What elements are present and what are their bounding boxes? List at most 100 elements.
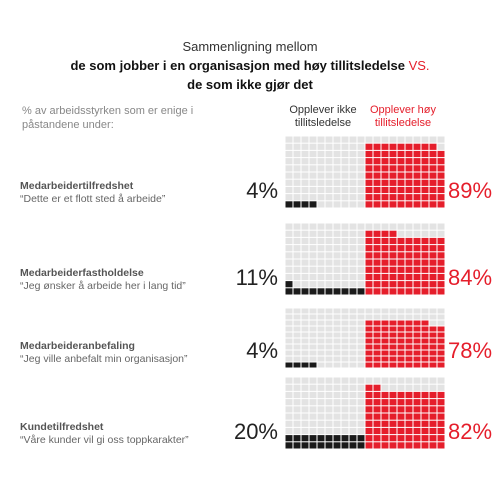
waffle-cell-filled [413,237,421,245]
waffle-cell-filled [333,288,341,295]
waffle-cell-empty [301,281,309,288]
waffle-cell-empty [333,230,341,237]
waffle-cell-filled [421,186,429,194]
waffle-cell-empty [437,320,445,326]
waffle-cell-filled [365,237,373,245]
waffle-cell-empty [365,314,373,320]
waffle-cell-filled [405,143,413,150]
waffle-cell-empty [429,136,437,143]
waffle-cell-empty [333,223,341,230]
waffle-cell-empty [341,143,349,150]
waffle-cell-filled [429,391,437,399]
waffle-cell-filled [381,172,389,179]
waffle-cell-filled [413,179,421,186]
waffle-cell-filled [373,427,381,435]
waffle-cell-empty [397,377,405,384]
waffle-cell-empty [325,399,333,406]
waffle-cell-empty [301,172,309,179]
waffle-cell-filled [365,442,373,449]
waffle-cell-filled [373,320,381,326]
waffle-cell-empty [349,172,357,179]
waffle-cell-empty [285,266,293,273]
waffle-cell-filled [397,273,405,281]
waffle-cell-filled [365,435,373,442]
waffle-cell-empty [293,320,301,326]
waffle-cell-filled [381,150,389,158]
waffle-cell-filled [333,435,341,442]
waffle-cell-empty [309,326,317,332]
waffle-cell-empty [333,186,341,194]
waffle-cell-filled [365,413,373,420]
waffle-cell-filled [413,362,421,368]
waffle-cell-empty [285,259,293,266]
waffle-cell-empty [285,194,293,201]
waffle-cell-filled [429,338,437,344]
waffle-cell-empty [357,245,365,252]
waffle-cell-filled [421,179,429,186]
waffle-cell-empty [349,223,357,230]
waffle-cell-filled [437,288,445,295]
waffle-cell-empty [333,266,341,273]
waffle-cell-filled [381,179,389,186]
waffle-cell-empty [349,332,357,338]
waffle-cell-empty [285,391,293,399]
waffle-cell-empty [341,350,349,356]
waffle-cell-empty [325,266,333,273]
waffle-cell-empty [333,252,341,259]
waffle-cell-filled [429,344,437,350]
waffle-cell-filled [397,288,405,295]
waffle-cell-empty [309,150,317,158]
waffle-cell-filled [381,442,389,449]
waffle-cell-filled [437,420,445,427]
waffle-cell-empty [357,308,365,314]
waffle-cell-filled [429,420,437,427]
waffle-cell-filled [437,350,445,356]
waffle-cell-filled [429,288,437,295]
waffle-cell-filled [365,399,373,406]
waffle-cell-filled [365,194,373,201]
waffle-cell-filled [437,399,445,406]
waffle-cell-filled [373,413,381,420]
waffle-cell-empty [285,413,293,420]
waffle-cell-empty [405,223,413,230]
waffle-cell-filled [389,420,397,427]
waffle-cell-empty [341,237,349,245]
waffle-cell-filled [405,281,413,288]
waffle-cell-filled [365,186,373,194]
waffle-cell-empty [341,186,349,194]
high-trust-waffle [365,308,445,368]
waffle-cell-filled [285,281,293,288]
waffle-cell-filled [421,165,429,172]
waffle-cell-filled [397,179,405,186]
waffle-cell-empty [357,223,365,230]
waffle-cell-empty [397,136,405,143]
waffle-cell-empty [325,230,333,237]
waffle-cell-empty [325,194,333,201]
waffle-cell-filled [365,201,373,208]
high-trust-percent-label: 78% [448,338,493,363]
waffle-cell-filled [405,201,413,208]
waffle-cell-filled [413,186,421,194]
waffle-cell-empty [333,273,341,281]
waffle-cell-empty [349,362,357,368]
waffle-cell-empty [381,308,389,314]
low-trust-waffle [285,223,365,295]
waffle-cell-empty [317,158,325,165]
intro-text: % av arbeidsstyrken som er enige i påsta… [22,105,194,131]
waffle-cell-filled [405,259,413,266]
waffle-cell-filled [421,281,429,288]
waffle-cell-empty [301,252,309,259]
waffle-cell-empty [349,377,357,384]
waffle-cell-filled [389,266,397,273]
waffle-cell-filled [317,435,325,442]
waffle-cell-empty [357,150,365,158]
waffle-cell-empty [341,384,349,391]
waffle-cell-empty [309,259,317,266]
waffle-cell-filled [421,273,429,281]
waffle-cell-filled [389,399,397,406]
waffle-cell-empty [349,165,357,172]
waffle-cell-empty [341,245,349,252]
low-trust-waffle [285,136,365,208]
waffle-cell-filled [421,143,429,150]
waffle-cell-filled [397,237,405,245]
